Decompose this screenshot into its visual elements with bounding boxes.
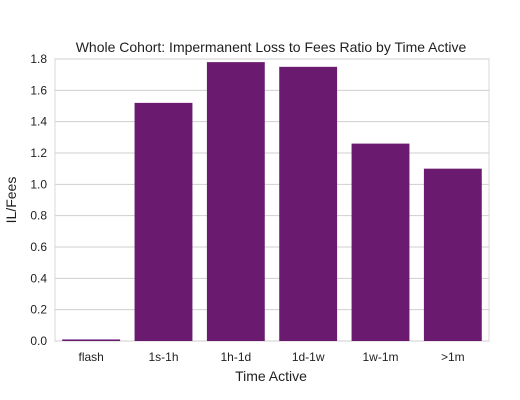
bar-1d-1w [279, 66, 338, 341]
bar-1s-1h [134, 102, 193, 341]
y-tick-label: 1.8 [30, 52, 47, 66]
y-tick-label: 0.2 [30, 303, 47, 317]
bars [62, 62, 482, 342]
y-tick-label: 1.2 [30, 146, 47, 160]
x-tick-label: >1m [441, 350, 465, 364]
x-tick-label: flash [78, 350, 103, 364]
y-tick-label: 1.0 [30, 177, 47, 191]
y-tick-label: 0.6 [30, 240, 47, 254]
y-tick-label: 1.6 [30, 83, 47, 97]
bar-1h-1d [206, 62, 265, 342]
x-tick-label: 1s-1h [148, 350, 178, 364]
y-axis-label: IL/Fees [3, 177, 19, 224]
bar->1m [423, 168, 482, 341]
y-tick-label: 0.8 [30, 209, 47, 223]
bar-flash [62, 339, 121, 341]
x-axis-label: Time Active [235, 368, 307, 384]
x-tick-label: 1w-1m [362, 350, 398, 364]
x-tick-label: 1h-1d [220, 350, 251, 364]
x-axis-ticks: flash 1s-1h 1h-1d 1d-1w 1w-1m >1m [78, 350, 464, 364]
bar-1w-1m [351, 143, 410, 341]
y-tick-label: 1.4 [30, 115, 47, 129]
y-axis-ticks: 0.0 0.2 0.4 0.6 0.8 1.0 1.2 1.4 1.6 1.8 [30, 52, 47, 348]
y-tick-label: 0.4 [30, 271, 47, 285]
y-tick-label: 0.0 [30, 334, 47, 348]
chart-title: Whole Cohort: Impermanent Loss to Fees R… [76, 39, 467, 55]
grid-lines [54, 58, 490, 342]
x-tick-label: 1d-1w [292, 350, 325, 364]
